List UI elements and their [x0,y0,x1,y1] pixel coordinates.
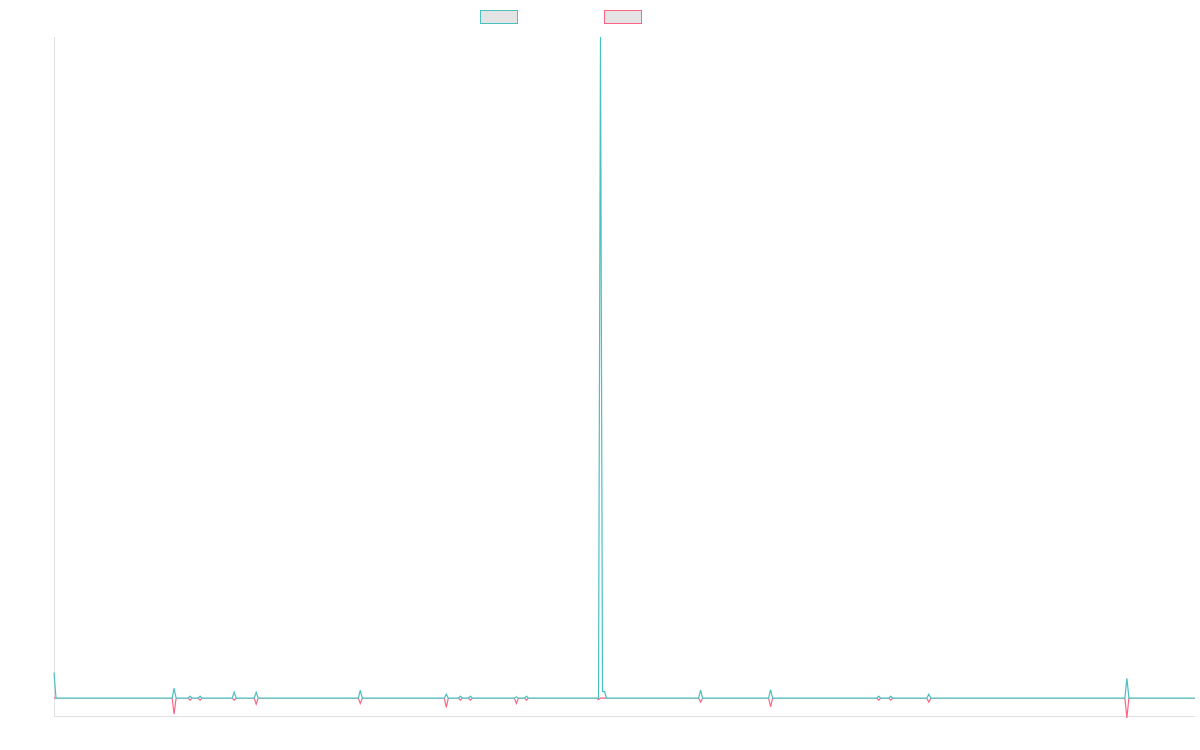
legend-swatch-series-1[interactable] [480,10,518,24]
series-2-line [54,697,1195,719]
series-layer [53,36,1195,719]
legend-swatch-series-2[interactable] [604,10,642,24]
series-1-line [53,36,1195,699]
